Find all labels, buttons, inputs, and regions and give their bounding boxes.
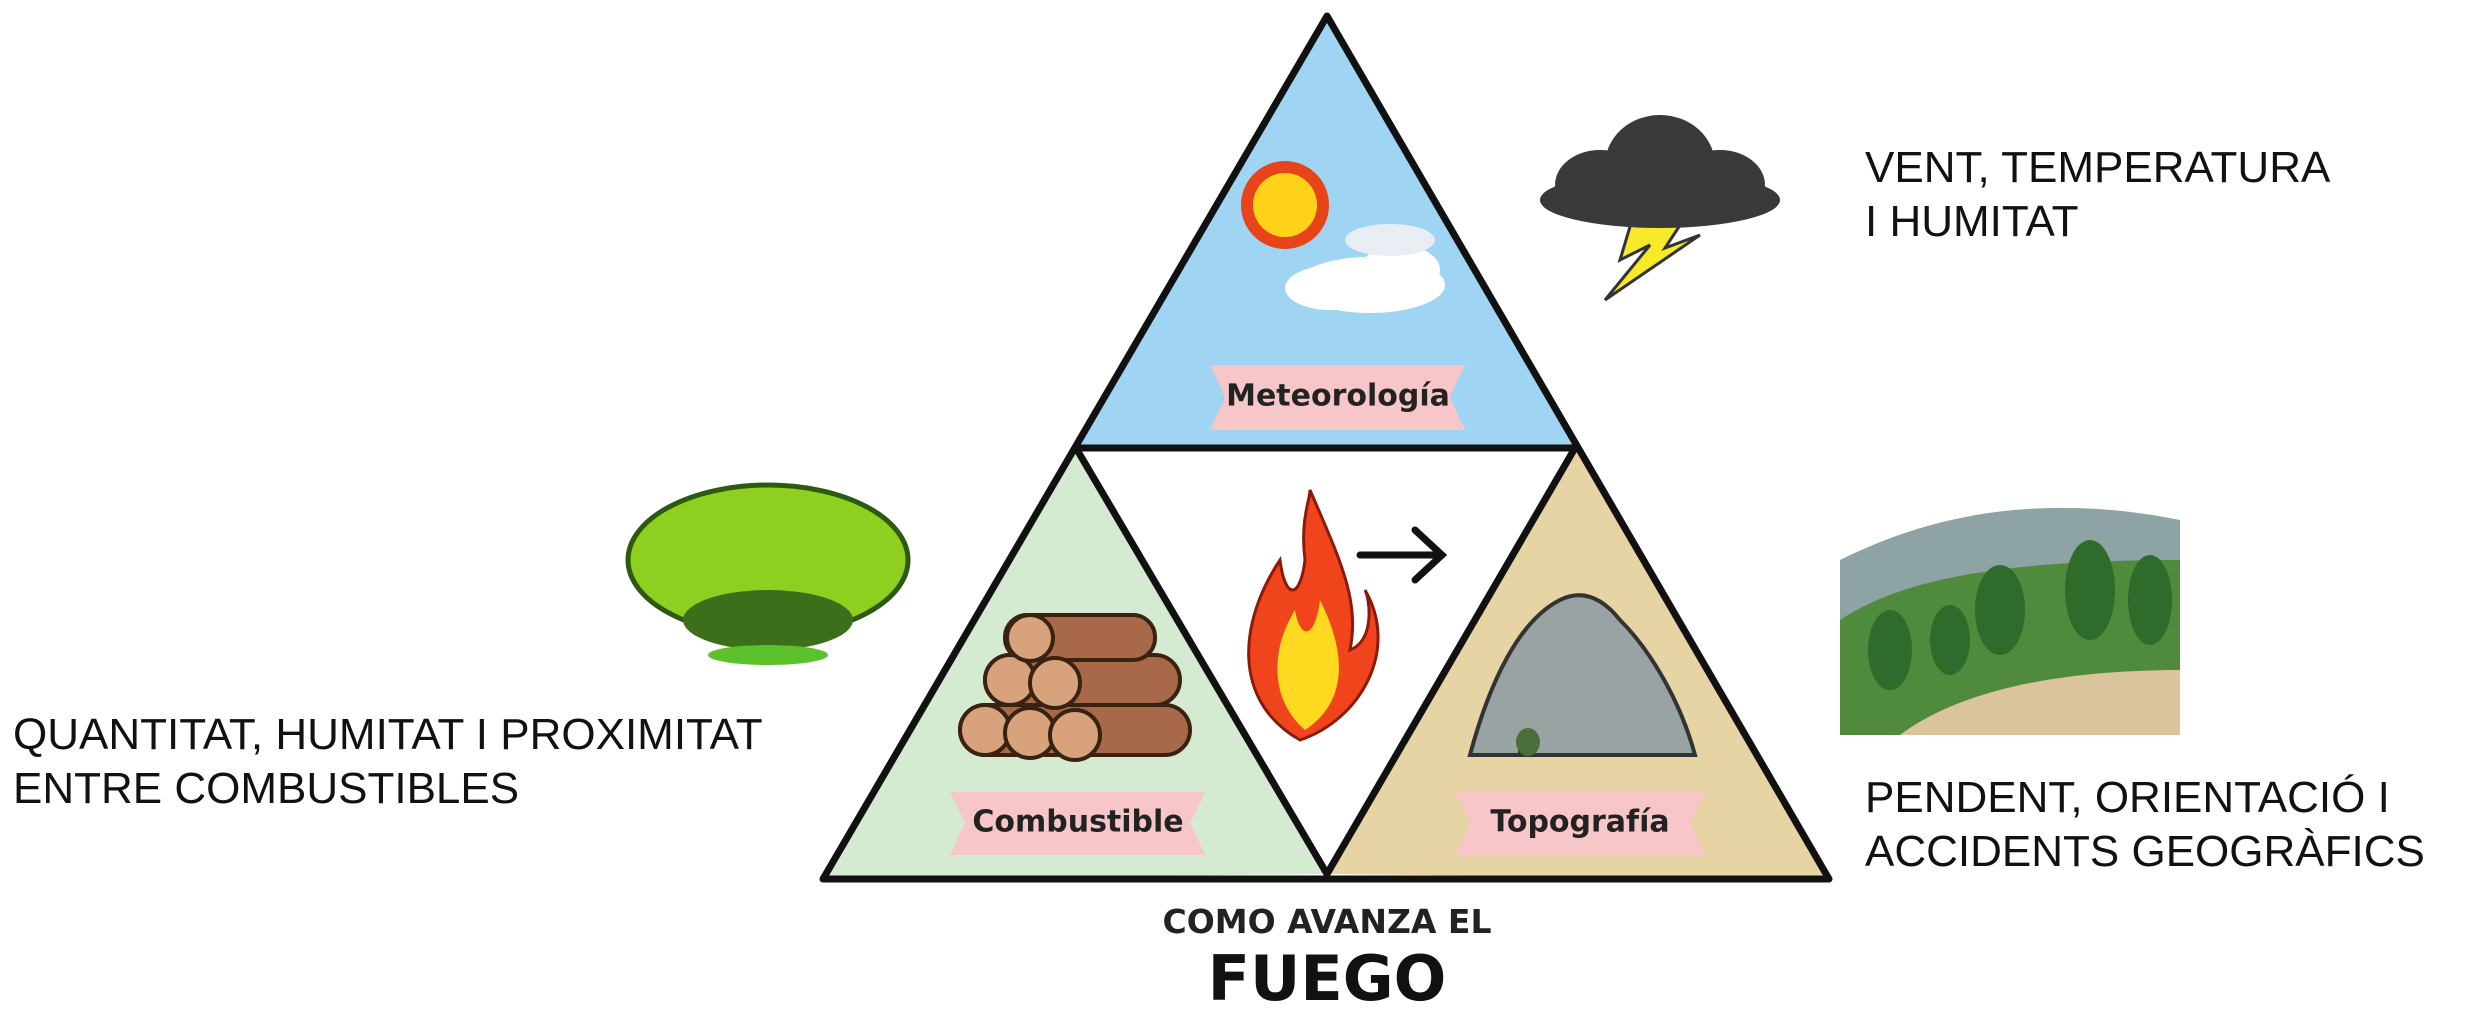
caption-subtitle: COMO AVANZA EL [1163, 902, 1492, 941]
sun-icon [1241, 161, 1329, 249]
caption-title: FUEGO [1208, 942, 1447, 1009]
top-label: Meteorología [1226, 379, 1450, 414]
note-line: I HUMITAT [1865, 197, 2078, 246]
storm-icon [1540, 115, 1780, 300]
fuel-note: QUANTITAT, HUMITAT I PROXIMITAT ENTRE CO… [13, 710, 774, 813]
bush-icon [628, 485, 908, 665]
note-line: PENDENT, ORIENTACIÓ I [1865, 773, 2390, 822]
note-line: ACCIDENTS GEOGRÀFICS [1865, 827, 2425, 876]
note-line: ENTRE COMBUSTIBLES [13, 764, 519, 813]
note-line: QUANTITAT, HUMITAT I PROXIMITAT [13, 710, 762, 759]
diagram: Meteorología Combustible Topografía [0, 0, 2482, 1009]
note-line: VENT, TEMPERATURA [1865, 143, 2331, 192]
right-label: Topografía [1490, 805, 1669, 840]
terrain-note: PENDENT, ORIENTACIÓ I ACCIDENTS GEOGRÀFI… [1865, 773, 2425, 876]
landscape-image [1838, 470, 2183, 735]
page: {"diagram": { "triangle_labels": {"top":… [0, 0, 2482, 1009]
left-label: Combustible [972, 805, 1183, 840]
weather-note: VENT, TEMPERATURA I HUMITAT [1865, 143, 2340, 246]
